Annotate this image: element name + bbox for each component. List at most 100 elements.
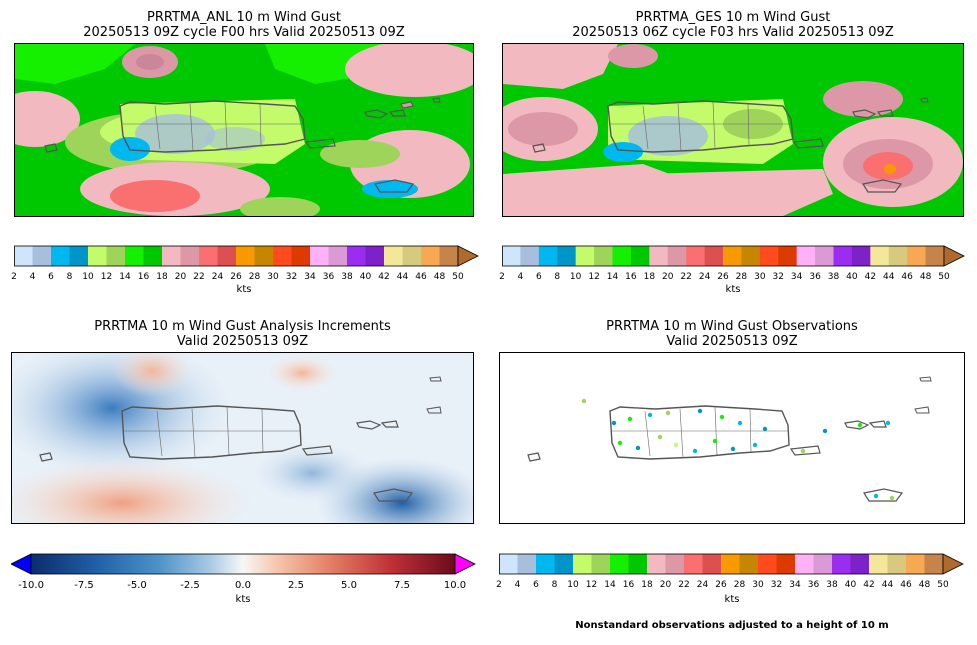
anl-colorbar-color-bin xyxy=(88,246,107,266)
ges-colorbar-color-bin xyxy=(667,246,687,266)
obs-colorbar-color-bin xyxy=(517,554,537,574)
anl-title-line1: PRRTMA_ANL 10 m Wind Gust xyxy=(147,10,341,25)
anl-colorbar-tick-label: 20 xyxy=(174,272,187,282)
obs-colorbar-color-bin xyxy=(702,554,722,574)
ges-title-line2: 20250513 06Z cycle F03 hrs Valid 2025051… xyxy=(572,25,894,40)
obs-colorbar-tick-label: 18 xyxy=(641,580,653,590)
anl-title-line2: 20250513 09Z cycle F00 hrs Valid 2025051… xyxy=(83,25,405,40)
ges-colorbar-tick-label: 36 xyxy=(809,272,821,282)
ges-colorbar-tick-label: 34 xyxy=(790,272,803,282)
inc-title-line1: PRRTMA 10 m Wind Gust Analysis Increment… xyxy=(94,319,391,334)
anl-colorbar-color-bin xyxy=(347,246,366,266)
obs-colorbar-tick-label: 6 xyxy=(533,580,539,590)
obs-colorbar-color-bin xyxy=(628,554,648,574)
anl-colorbar-tick-label: 22 xyxy=(193,272,205,282)
obs-colorbar-tick-label: 38 xyxy=(826,580,838,590)
inc-map xyxy=(12,353,473,523)
anl-colorbar-extend-arrow xyxy=(457,245,479,267)
anl-colorbar-tick-label: 6 xyxy=(48,272,54,282)
ges-colorbar-tick-label: 46 xyxy=(901,272,913,282)
ges-colorbar-color-bin xyxy=(649,246,669,266)
obs-colorbar-color-bin xyxy=(813,554,833,574)
ges-colorbar-color-bin xyxy=(538,246,558,266)
increment-colorbar-units: kts xyxy=(235,594,251,605)
obs-colorbar-tick-label: 8 xyxy=(551,580,558,590)
anl-colorbar-color-bin xyxy=(199,246,218,266)
ges-colorbar-tick-label: 42 xyxy=(864,272,877,282)
obs-colorbar-tick-label: 14 xyxy=(604,580,616,590)
anl-colorbar-tick-label: 16 xyxy=(137,272,150,282)
obs-colorbar-tick-label: 44 xyxy=(881,580,894,590)
ges-colorbar-tick-label: 10 xyxy=(569,272,582,282)
ges-colorbar-tick-label: 24 xyxy=(698,272,711,282)
ges-colorbar-tick-label: 22 xyxy=(680,272,692,282)
ges-gust-colorbar xyxy=(502,244,968,268)
increment-colorbar-tick-label: 7.5 xyxy=(394,580,410,591)
obs-colorbar-tick-label: 22 xyxy=(678,580,690,590)
ges-colorbar-tick-label: 18 xyxy=(643,272,656,282)
obs-title-line1: PRRTMA 10 m Wind Gust Observations xyxy=(606,319,858,334)
ges-colorbar-tick-label: 40 xyxy=(846,272,858,282)
anl-colorbar-color-bin xyxy=(365,246,385,266)
obs-colorbar-tick-label: 40 xyxy=(844,580,857,590)
increment-colorbar xyxy=(10,552,476,576)
inc-title: PRRTMA 10 m Wind Gust Analysis Increment… xyxy=(11,319,474,349)
ges-colorbar-color-bin xyxy=(612,246,632,266)
anl-colorbar-tick-label: 32 xyxy=(285,272,298,282)
obs-colorbar-color-bin xyxy=(554,554,574,574)
increment-colorbar-tick-label: 10.0 xyxy=(443,580,467,591)
observations-note: Nonstandard observations adjusted to a h… xyxy=(575,620,889,631)
ges-title: PRRTMA_GES 10 m Wind Gust 20250513 06Z c… xyxy=(502,10,964,40)
anl-colorbar-color-bin xyxy=(273,246,292,266)
anl-colorbar-color-bin xyxy=(69,246,89,266)
anl-colorbar-tick-label: 14 xyxy=(119,272,131,282)
anl-colorbar-color-bin xyxy=(384,246,403,266)
ges-colorbar-tick-label: 38 xyxy=(827,272,840,282)
obs-colorbar-tick-label: 24 xyxy=(696,580,709,590)
anl-colorbar-tick-label: 18 xyxy=(156,272,168,282)
anl-colorbar-tick-label: 30 xyxy=(267,272,279,282)
ges-colorbar-tick-label: 48 xyxy=(919,272,932,282)
ges-colorbar-tick-label: 2 xyxy=(499,272,505,282)
obs-colorbar-color-bin xyxy=(795,554,814,574)
obs-colorbar-color-bin xyxy=(869,554,888,574)
anl-colorbar-tick-label: 12 xyxy=(100,272,113,282)
anl-colorbar-color-bin xyxy=(51,246,70,266)
anl-colorbar-tick-label: 10 xyxy=(82,272,94,282)
obs-colorbar-tick-label: 4 xyxy=(514,580,521,590)
ges-colorbar-color-bin xyxy=(870,246,890,266)
obs-colorbar-color-bin xyxy=(684,554,703,574)
obs-colorbar-tick-label: 10 xyxy=(567,580,579,590)
obs-colorbar-color-bin xyxy=(739,554,759,574)
ges-title-line1: PRRTMA_GES 10 m Wind Gust xyxy=(635,10,831,25)
obs-colorbar-color-bin xyxy=(850,554,870,574)
ges-colorbar-color-bin xyxy=(778,246,797,266)
anl-colorbar-tick-label: 24 xyxy=(211,272,224,282)
obs-colorbar-tick-label: 26 xyxy=(715,580,727,590)
obs-colorbar-tick-label: 36 xyxy=(807,580,820,590)
anl-colorbar-color-bin xyxy=(32,246,52,266)
increment-colorbar-tick-label: -10.0 xyxy=(18,580,44,591)
anl-colorbar-color-bin xyxy=(236,246,255,266)
anl-colorbar-color-bin xyxy=(439,246,459,266)
obs-colorbar-color-bin xyxy=(536,554,555,574)
increment-colorbar-tick-label: -5.0 xyxy=(127,580,147,591)
obs-colorbar-color-bin xyxy=(647,554,666,574)
anl-map-panel xyxy=(14,43,474,217)
ges-colorbar-tick-label: 12 xyxy=(588,272,600,282)
obs-colorbar-color-bin xyxy=(499,554,518,574)
obs-colorbar-color-bin xyxy=(665,554,685,574)
ges-colorbar-tick-label: 26 xyxy=(717,272,729,282)
obs-colorbar-extend-arrow xyxy=(942,553,964,575)
anl-colorbar-units: kts xyxy=(236,284,252,295)
anl-colorbar-tick-label: 8 xyxy=(66,272,73,282)
ges-map xyxy=(503,44,963,216)
ges-colorbar-units: kts xyxy=(725,284,741,295)
ges-colorbar-color-bin xyxy=(723,246,742,266)
anl-colorbar-tick-label: 36 xyxy=(322,272,335,282)
anl-colorbar-color-bin xyxy=(217,246,237,266)
ges-colorbar-color-bin xyxy=(815,246,834,266)
anl-colorbar-tick-label: 48 xyxy=(433,272,446,282)
obs-colorbar-tick-label: 50 xyxy=(937,580,949,590)
ges-colorbar-color-bin xyxy=(594,246,613,266)
